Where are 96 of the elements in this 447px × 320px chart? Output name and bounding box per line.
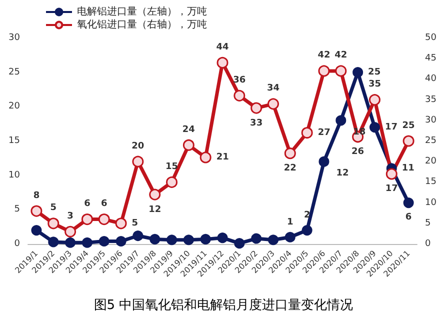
point <box>268 234 278 246</box>
data-label: 12 <box>336 168 349 179</box>
legend-label: 氧化铝进口量（右轴），万吨 <box>77 18 207 30</box>
point <box>48 218 60 230</box>
point <box>166 176 178 188</box>
y2-tick-label: 10 <box>425 198 437 208</box>
y2-tick-label: 25 <box>425 136 436 146</box>
point <box>183 234 194 246</box>
data-label: 2 <box>304 210 310 221</box>
data-label: 27 <box>318 128 330 138</box>
point <box>82 237 92 248</box>
y-tick-label: 30 <box>8 33 20 43</box>
point <box>386 168 398 180</box>
data-label: 3 <box>67 211 74 222</box>
data-label: 36 <box>233 75 246 86</box>
point <box>48 236 59 248</box>
data-label: 8 <box>33 190 40 201</box>
point <box>98 214 110 226</box>
point <box>403 198 414 208</box>
point <box>302 225 312 236</box>
data-label: 25 <box>368 67 381 78</box>
y2-tick-label: 20 <box>425 156 437 167</box>
point <box>166 234 178 246</box>
data-label: 1 <box>287 217 294 228</box>
data-label: 15 <box>165 162 178 172</box>
point <box>216 56 228 68</box>
data-label: 20 <box>132 141 144 152</box>
data-label: 18 <box>353 127 366 138</box>
data-label: 26 <box>352 147 364 158</box>
y-tick-label: 0 <box>14 239 20 249</box>
data-label: 17 <box>384 122 398 132</box>
point <box>200 152 212 164</box>
point <box>65 237 76 248</box>
y2-tick-label: 0 <box>425 239 431 249</box>
y2-tick-label: 35 <box>425 94 436 105</box>
point <box>250 102 262 114</box>
point <box>81 214 93 226</box>
caption: 图5 中国氧化铝和电解铝月度进口量变化情况 <box>92 297 354 315</box>
y-tick-label: 15 <box>8 136 20 146</box>
y2-tick-label: 40 <box>425 74 437 84</box>
y2-tick-label: 50 <box>425 33 437 43</box>
point <box>150 234 160 244</box>
data-label: 11 <box>402 163 414 174</box>
point <box>30 205 42 217</box>
data-label: 34 <box>266 84 280 94</box>
point <box>149 188 161 200</box>
point <box>251 233 262 244</box>
y2-tick-label: 45 <box>425 54 436 64</box>
y2-tick-label: 5 <box>425 218 431 228</box>
data-label: 6 <box>405 212 412 223</box>
data-label: 6 <box>84 199 90 210</box>
legend-label: 电解铝进口量（左轴），万吨 <box>77 6 207 18</box>
data-label: 5 <box>132 218 138 228</box>
point <box>31 225 42 236</box>
point <box>352 67 364 78</box>
y2-tick-label: 15 <box>425 177 436 188</box>
y-tick-label: 10 <box>8 170 20 180</box>
data-label: 21 <box>216 152 229 162</box>
point <box>200 234 211 244</box>
point <box>115 218 127 230</box>
point <box>217 232 228 244</box>
data-label: 44 <box>216 42 229 52</box>
point <box>284 232 296 242</box>
data-label: 5 <box>50 203 56 214</box>
point <box>318 156 330 167</box>
data-label: 33 <box>250 118 263 128</box>
data-label: 22 <box>284 164 296 174</box>
data-label: 12 <box>148 204 162 215</box>
y2-tick-label: 30 <box>425 115 437 126</box>
point <box>98 236 110 246</box>
data-label: 35 <box>368 80 381 90</box>
data-label: 25 <box>402 120 415 131</box>
data-label: 17 <box>385 184 398 194</box>
y-tick-label: 25 <box>8 67 20 78</box>
point <box>234 90 246 102</box>
data-label: 42 <box>334 50 348 61</box>
point <box>234 238 245 249</box>
point <box>64 226 76 238</box>
point <box>132 156 144 168</box>
point <box>368 94 380 106</box>
y-tick-label: 5 <box>14 204 20 215</box>
point <box>132 230 144 242</box>
point <box>369 122 380 133</box>
data-label: 42 <box>318 50 330 61</box>
y-tick-label: 20 <box>8 102 20 112</box>
point <box>182 139 194 151</box>
point <box>268 98 279 110</box>
point <box>301 127 313 139</box>
data-label: 24 <box>182 124 195 135</box>
point <box>284 148 296 160</box>
point <box>402 135 414 147</box>
data-label: 6 <box>100 199 108 210</box>
point <box>116 236 126 246</box>
point <box>318 65 330 77</box>
point <box>335 65 347 77</box>
point <box>336 115 346 126</box>
